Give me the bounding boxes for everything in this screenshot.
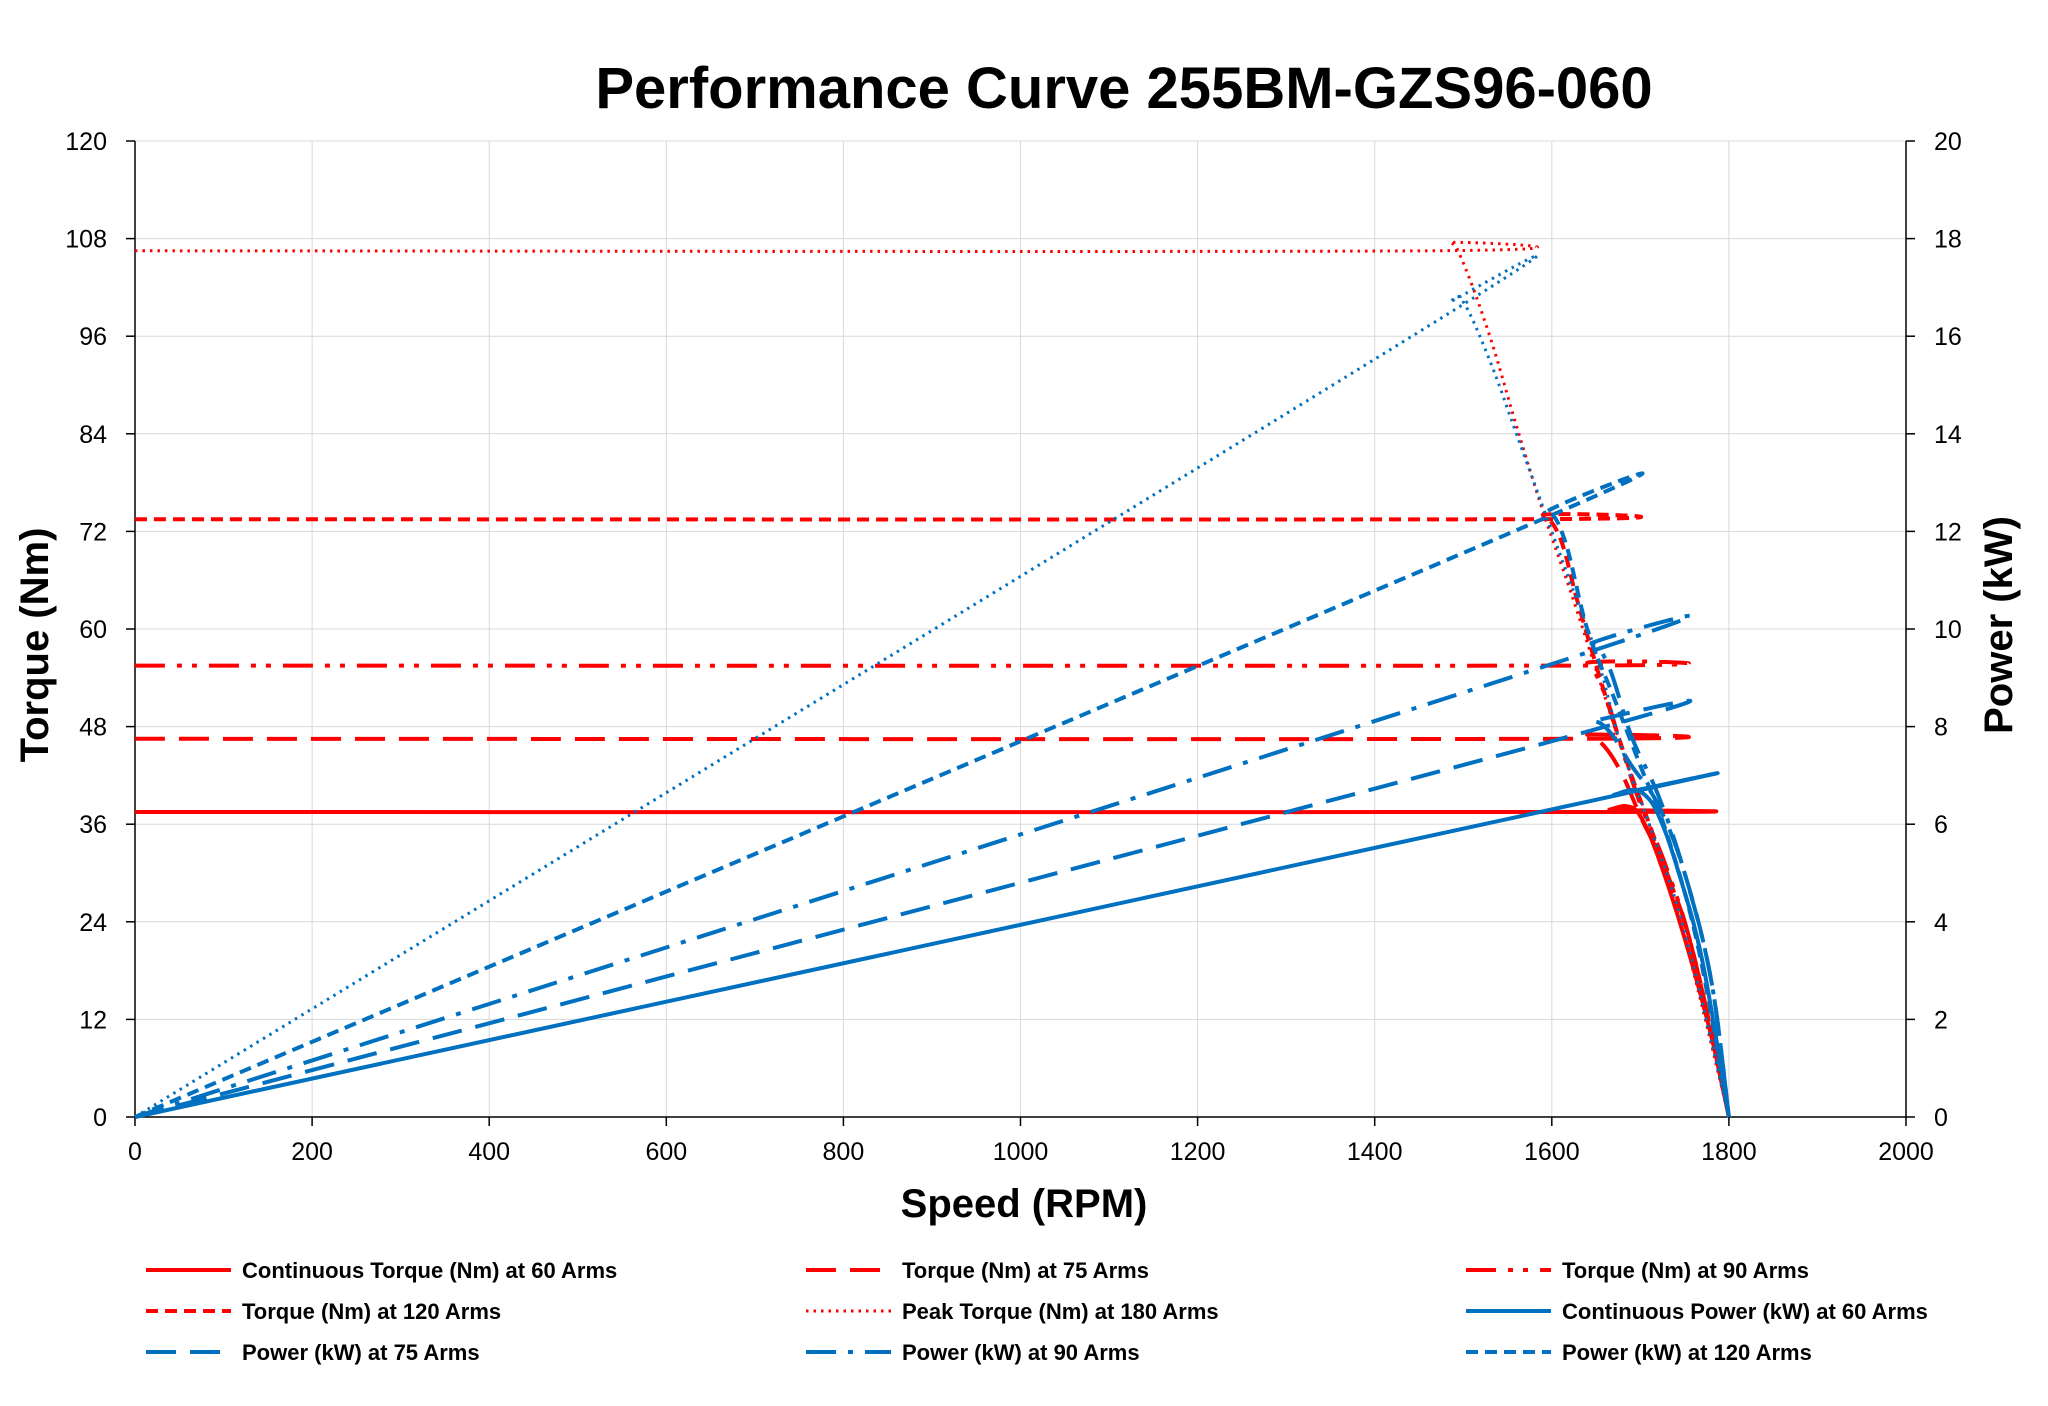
x-tick-label: 1600 — [1524, 1138, 1580, 1166]
legend-item: Torque (Nm) at 120 Arms — [146, 1299, 501, 1324]
series-line-peak-power-kw-at-180-arms — [134, 253, 1731, 1119]
y-tick-label: 60 — [79, 616, 107, 644]
y2-tick-label: 20 — [1934, 128, 1962, 156]
x-tick-label: 1000 — [993, 1138, 1049, 1166]
y2-tick-label: 4 — [1934, 909, 1948, 937]
series-line-power-kw-at-120-arms — [134, 471, 1731, 1119]
y-tick-label: 0 — [93, 1104, 107, 1132]
y2-tick-label: 6 — [1934, 811, 1948, 839]
legend-label: Torque (Nm) at 75 Arms — [902, 1258, 1149, 1283]
x-tick-label: 0 — [128, 1138, 142, 1166]
y2-tick-label: 10 — [1934, 616, 1962, 644]
y-tick-label: 84 — [79, 421, 107, 449]
chart-title: Performance Curve 255BM-GZS96-060 — [595, 56, 1652, 121]
x-tick-label: 2000 — [1878, 1138, 1934, 1166]
y-tick-label: 108 — [65, 226, 107, 254]
legend-label: Continuous Power (kW) at 60 Arms — [1562, 1299, 1928, 1324]
legend-label: Power (kW) at 90 Arms — [902, 1340, 1140, 1365]
legend-item: Torque (Nm) at 75 Arms — [806, 1258, 1149, 1283]
y-tick-label: 96 — [79, 323, 107, 351]
y-tick-label: 72 — [79, 518, 107, 546]
y2-tick-label: 16 — [1934, 323, 1962, 351]
axes: 0 200 400 600 800 1000 1200 1400 1600 1800 2000012… — [65, 128, 1962, 1166]
y2-tick-label: 2 — [1934, 1006, 1948, 1034]
x-axis-title: Speed (RPM) — [901, 1182, 1148, 1226]
y2-tick-label: 0 — [1934, 1104, 1948, 1132]
y-tick-label: 120 — [65, 128, 107, 156]
y-tick-label: 24 — [79, 909, 107, 937]
legend-label: Torque (Nm) at 90 Arms — [1562, 1258, 1809, 1283]
legend-label: Peak Torque (Nm) at 180 Arms — [902, 1299, 1219, 1324]
y2-tick-label: 14 — [1934, 421, 1962, 449]
y2-tick-label: 8 — [1934, 714, 1948, 742]
series-line-continuous-torque-nm-at-60-arms — [134, 804, 1731, 1118]
legend-item: Peak Torque (Nm) at 180 Arms — [806, 1299, 1219, 1324]
x-tick-label: 400 — [468, 1138, 510, 1166]
series-line-power-kw-at-90-arms — [134, 613, 1731, 1119]
series-line-torque-nm-at-75-arms — [134, 732, 1731, 1118]
series-line-torque-nm-at-120-arms — [134, 512, 1731, 1118]
y2-tick-label: 18 — [1934, 226, 1962, 254]
x-tick-label: 1400 — [1347, 1138, 1403, 1166]
x-tick-label: 200 — [291, 1138, 333, 1166]
y-axis-title: Torque (Nm) — [13, 528, 57, 763]
legend-label: Torque (Nm) at 120 Arms — [242, 1299, 501, 1324]
series-line-peak-torque-nm-at-180-arms — [134, 240, 1731, 1118]
y-tick-label: 12 — [79, 1006, 107, 1034]
legend-label: Continuous Torque (Nm) at 60 Arms — [242, 1258, 617, 1283]
x-tick-label: 1200 — [1170, 1138, 1226, 1166]
y-tick-label: 48 — [79, 714, 107, 742]
x-tick-label: 1800 — [1701, 1138, 1757, 1166]
legend-item: Power (kW) at 90 Arms — [806, 1340, 1140, 1365]
series-line-continuous-power-kw-at-60-arms — [134, 771, 1731, 1119]
y-tick-label: 36 — [79, 811, 107, 839]
legend: Continuous Torque (Nm) at 60 Arms Torque … — [146, 1258, 1928, 1365]
y2-tick-label: 12 — [1934, 518, 1962, 546]
x-tick-label: 800 — [823, 1138, 865, 1166]
legend-label: Power (kW) at 120 Arms — [1562, 1340, 1812, 1365]
grid-lines — [135, 140, 1907, 1117]
x-tick-label: 600 — [645, 1138, 687, 1166]
legend-item: Continuous Torque (Nm) at 60 Arms — [146, 1258, 617, 1283]
legend-item: Continuous Power (kW) at 60 Arms — [1466, 1299, 1928, 1324]
legend-item: Power (kW) at 75 Arms — [146, 1340, 480, 1365]
legend-item: Power (kW) at 120 Arms — [1466, 1340, 1812, 1365]
legend-label: Power (kW) at 75 Arms — [242, 1340, 480, 1365]
series-line-power-kw-at-75-arms — [134, 698, 1731, 1119]
series-lines — [134, 240, 1731, 1119]
series-line-torque-nm-at-90-arms — [134, 659, 1731, 1118]
legend-item: Torque (Nm) at 90 Arms — [1466, 1258, 1809, 1283]
y2-axis-title: Power (kW) — [1977, 516, 2021, 734]
